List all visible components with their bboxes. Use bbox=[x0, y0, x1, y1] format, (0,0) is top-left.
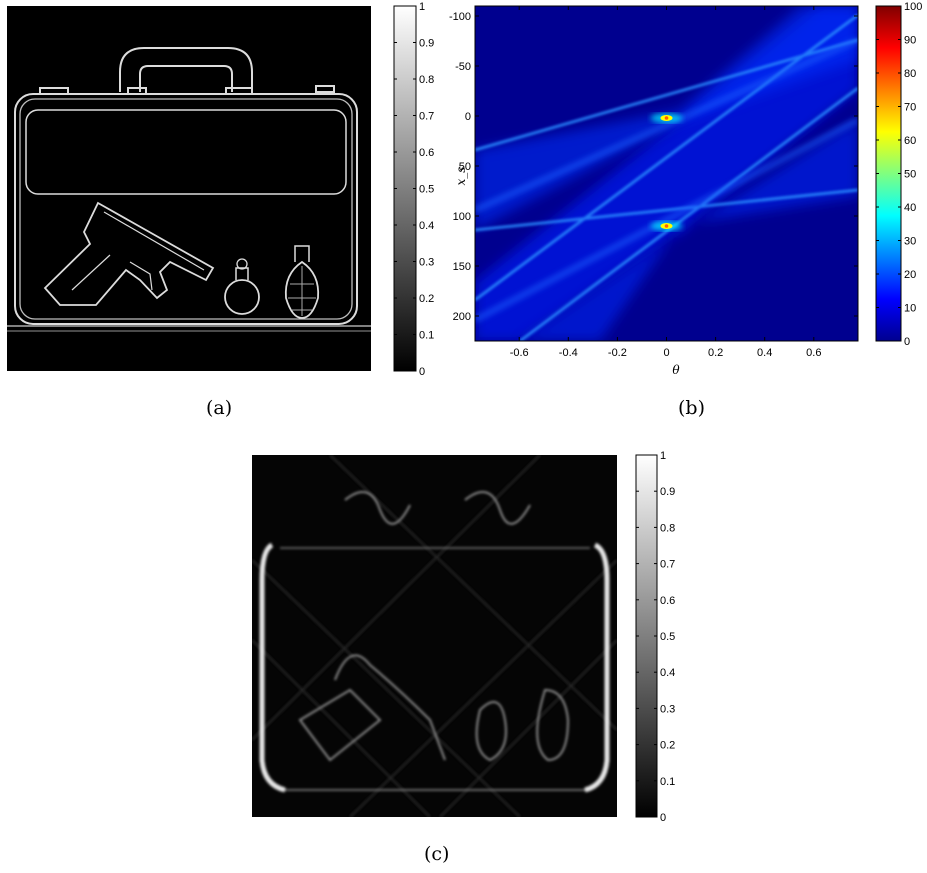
heatmap-peaks bbox=[650, 113, 683, 231]
heatmap-colorbar-tick-label: 20 bbox=[904, 269, 916, 281]
heatmap-x-tick-label: 0.6 bbox=[806, 347, 821, 359]
panel-a-colorbar: 0 0.1 0.2 0.3 0.4 0.5 0.6 0.7 0.8 0.9 1 bbox=[393, 1, 434, 378]
heatmap-x-tick-label: 0.2 bbox=[708, 347, 723, 359]
panel-a-colorbar-tick-label: 1 bbox=[419, 1, 425, 13]
panel-c-colorbar-tick-label: 0.4 bbox=[660, 667, 675, 679]
panel-c-colorbar-tick-label: 1 bbox=[660, 450, 666, 462]
heatmap-y-ticks: -100 -50 0 50 100 150 200 bbox=[449, 11, 858, 323]
panel-a-colorbar-tick-label: 0 bbox=[419, 366, 425, 378]
heatmap-colorbar-tick-label: 40 bbox=[904, 202, 916, 214]
panel-a-colorbar-tick-label: 0.9 bbox=[419, 38, 434, 50]
panel-a-colorbar-tick-label: 0.7 bbox=[419, 111, 434, 123]
panel-a-colorbar-ticks: 0 0.1 0.2 0.3 0.4 0.5 0.6 0.7 0.8 0.9 1 bbox=[394, 1, 434, 378]
heatmap-x-tick-label: -0.4 bbox=[559, 347, 578, 359]
suitcase-outline-image bbox=[7, 47, 371, 332]
panel-c: 0 0.1 0.2 0.3 0.4 0.5 0.6 0.7 0.8 0.9 1 bbox=[252, 450, 675, 824]
heatmap-peak-core bbox=[664, 224, 669, 228]
heatmap-colorbar-tick-label: 30 bbox=[904, 236, 916, 248]
panel-c-colorbar-tick-label: 0.6 bbox=[660, 595, 675, 607]
heatmap-colorbar-gradient bbox=[875, 5, 902, 342]
panel-c-colorbar-tick-label: 0.9 bbox=[660, 486, 675, 498]
heatmap-y-tick-label: -100 bbox=[449, 11, 471, 23]
caption-c: (c) bbox=[424, 843, 450, 865]
panel-b: -0.6 -0.4 -0.2 0 0.2 0.4 0.6 -100-500501001502… bbox=[449, 1, 922, 377]
panel-c-image bbox=[252, 455, 617, 817]
heatmap-colorbar-tick-label: 70 bbox=[904, 102, 916, 114]
heatmap-y-tick-label: 0 bbox=[465, 111, 471, 123]
heatmap-colorbar-tick-label: 0 bbox=[904, 336, 910, 348]
heatmap-y-tick-label: 50 bbox=[459, 161, 471, 173]
panel-a-colorbar-tick-label: 0.4 bbox=[419, 220, 434, 232]
heatmap-peak-core bbox=[664, 116, 669, 120]
heatmap-colorbar-tick-label: 80 bbox=[904, 68, 916, 80]
heatmap-y-tick-label: 100 bbox=[453, 211, 471, 223]
heatmap-x-tick-label: -0.2 bbox=[608, 347, 627, 359]
heatmap-colorbar-tick-label: 10 bbox=[904, 303, 916, 315]
panel-a-image bbox=[7, 6, 371, 371]
heatmap-image bbox=[475, 6, 858, 341]
panel-a-colorbar-tick-label: 0.5 bbox=[419, 184, 434, 196]
heatmap-x-tick-label: 0.4 bbox=[757, 347, 772, 359]
heatmap-colorbar-tick-label: 90 bbox=[904, 35, 916, 47]
caption-a: (a) bbox=[206, 397, 233, 419]
heatmap-colorbar-tick-label: 50 bbox=[904, 169, 916, 181]
panel-c-colorbar-gradient bbox=[635, 454, 658, 818]
heatmap-colorbar-tick-label: 100 bbox=[904, 1, 922, 13]
panel-a-colorbar-tick-label: 0.8 bbox=[419, 74, 434, 86]
caption-b: (b) bbox=[678, 397, 705, 419]
panel-a-colorbar-tick-label: 0.6 bbox=[419, 147, 434, 159]
panel-c-colorbar-tick-label: 0.1 bbox=[660, 776, 675, 788]
panel-a-colorbar-tick-label: 0.1 bbox=[419, 330, 434, 342]
heatmap-colorbar-ticks: 0 10 20 30 40 50 60 70 80 90 100 bbox=[876, 1, 922, 348]
panel-c-colorbar-tick-label: 0.3 bbox=[660, 703, 675, 715]
panel-c-colorbar-tick-label: 0 bbox=[660, 812, 666, 824]
panel-c-colorbar-ticks: 0 0.1 0.2 0.3 0.4 0.5 0.6 0.7 0.8 0.9 1 bbox=[636, 450, 675, 824]
heatmap-y-axis-label: x_s bbox=[454, 167, 468, 186]
panel-c-colorbar-tick-label: 0.7 bbox=[660, 559, 675, 571]
heatmap-x-tick-label: -0.6 bbox=[510, 347, 529, 359]
heatmap-x-tick-label: 0 bbox=[663, 347, 669, 359]
heatmap-y-tick-label: -50 bbox=[455, 61, 471, 73]
panel-c-colorbar-tick-label: 0.5 bbox=[660, 631, 675, 643]
heatmap-x-ticks: -0.6 -0.4 -0.2 0 0.2 0.4 0.6 bbox=[510, 6, 821, 359]
panel-a-colorbar-gradient bbox=[393, 5, 417, 372]
heatmap-y-tick-label: 150 bbox=[453, 261, 471, 273]
heatmap-y-tick-label: 200 bbox=[453, 311, 471, 323]
panel-c-colorbar: 0 0.1 0.2 0.3 0.4 0.5 0.6 0.7 0.8 0.9 1 bbox=[635, 450, 675, 824]
heatmap-colorbar-tick-label: 60 bbox=[904, 135, 916, 147]
panel-a-colorbar-tick-label: 0.3 bbox=[419, 257, 434, 269]
panel-c-colorbar-tick-label: 0.8 bbox=[660, 522, 675, 534]
panel-c-colorbar-tick-label: 0.2 bbox=[660, 740, 675, 752]
heatmap-colorbar: 0 10 20 30 40 50 60 70 80 90 100 bbox=[875, 1, 922, 348]
panel-a-colorbar-tick-label: 0.2 bbox=[419, 293, 434, 305]
panel-a: 0 0.1 0.2 0.3 0.4 0.5 0.6 0.7 0.8 0.9 1 bbox=[7, 1, 434, 378]
heatmap-x-axis-label: θ bbox=[672, 363, 680, 377]
